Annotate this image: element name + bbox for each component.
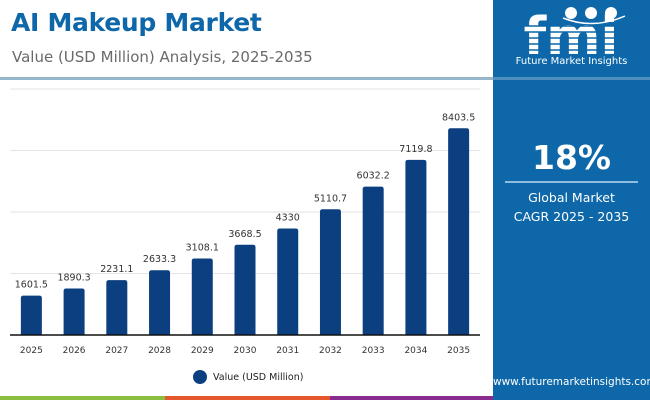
- bottom-bar-segment: [330, 396, 493, 400]
- x-tick-label: 2032: [319, 346, 342, 356]
- fmi-logo: fmi: [513, 7, 633, 67]
- header-divider: [0, 77, 493, 80]
- x-tick-label: 2026: [63, 346, 86, 356]
- globe-icon: [585, 7, 597, 19]
- bottom-bar-segment: [0, 396, 165, 400]
- value-label: 6032.2: [357, 171, 390, 182]
- panel-divider: [493, 77, 650, 80]
- bar-2026: [63, 288, 85, 335]
- value-label: 1890.3: [57, 272, 90, 283]
- value-label: 2231.1: [100, 264, 133, 275]
- value-label: 3108.1: [186, 243, 219, 254]
- x-tick-label: 2033: [362, 346, 385, 356]
- bar-2031: [277, 228, 299, 335]
- bar-2032: [319, 209, 341, 335]
- x-tick-label: 2025: [20, 346, 43, 356]
- bar-2035: [448, 128, 470, 335]
- cagr-divider: [505, 181, 638, 183]
- bar-2030: [234, 244, 256, 335]
- bars: [20, 128, 470, 335]
- legend-label: Value (USD Million): [213, 371, 304, 383]
- x-tick-label: 2034: [404, 346, 427, 356]
- value-label: 3668.5: [228, 229, 261, 240]
- bar-chart: 1601.5 1890.3 2231.1 2633.3 3108.1 3668.5 4330…: [10, 88, 480, 356]
- legend-marker: [193, 370, 207, 384]
- cagr-label-line1: Global Market: [528, 190, 615, 205]
- bar-2029: [191, 258, 213, 335]
- x-tick-label: 2031: [276, 346, 299, 356]
- cagr-label: Global Market CAGR 2025 - 2035: [493, 188, 650, 226]
- bar-2028: [149, 270, 171, 335]
- bar-2027: [106, 280, 128, 335]
- value-label: 5110.7: [314, 193, 347, 204]
- chart-title: AI Makeup Market: [11, 8, 262, 37]
- value-label: 1601.5: [15, 280, 48, 291]
- x-tick-label: 2029: [191, 346, 214, 356]
- bar-2033: [362, 186, 384, 335]
- cagr-label-line2: CAGR 2025 - 2035: [513, 209, 630, 224]
- website-link[interactable]: www.futuremarketinsights.com: [493, 376, 650, 388]
- chart-subtitle: Value (USD Million) Analysis, 2025-2035: [12, 48, 313, 66]
- x-tick-label: 2035: [447, 346, 470, 356]
- legend: Value (USD Million): [193, 370, 303, 384]
- bottom-bar-segment: [493, 396, 650, 400]
- value-label: 2633.3: [143, 254, 176, 265]
- bar-2034: [405, 159, 427, 335]
- globe-icon: [565, 7, 577, 19]
- x-tick-label: 2027: [105, 346, 128, 356]
- value-label: 4330: [276, 212, 300, 223]
- value-labels: 1601.5 1890.3 2231.1 2633.3 3108.1 3668.5 4330…: [15, 112, 476, 290]
- side-panel: fmi Future Market Insights 18% Global Ma…: [493, 0, 650, 400]
- globe-icon: [605, 7, 617, 19]
- x-tick-label: 2030: [234, 346, 257, 356]
- value-label: 8403.5: [442, 112, 475, 123]
- cagr-value: 18%: [532, 138, 611, 177]
- x-axis-labels: 2025 2026 2027 2028 2029 2030 2031 2032 2033 2034…: [20, 346, 470, 356]
- value-label: 7119.8: [399, 144, 432, 155]
- bar-2025: [20, 295, 42, 335]
- brand-name: Future Market Insights: [515, 56, 628, 67]
- x-tick-label: 2028: [148, 346, 171, 356]
- bottom-bar-segment: [165, 396, 330, 400]
